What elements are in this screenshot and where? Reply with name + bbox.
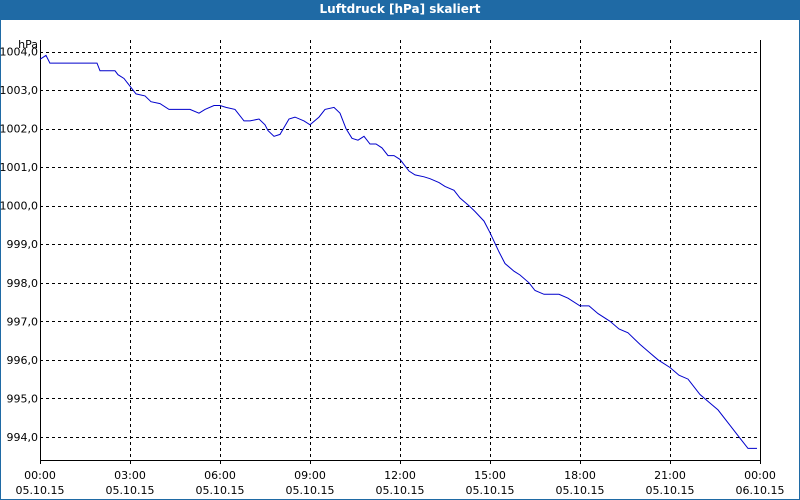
chart-title: Luftdruck [hPa] skaliert bbox=[319, 2, 481, 16]
x-tick-time: 03:00 bbox=[114, 469, 146, 482]
grid-lines bbox=[40, 40, 760, 460]
y-tick-label: 1000,0 bbox=[0, 200, 38, 213]
x-tick-date: 05.10.15 bbox=[646, 484, 695, 497]
x-tick-time: 00:00 bbox=[24, 469, 56, 482]
y-axis-unit-label: hPa bbox=[18, 38, 38, 51]
x-tick-date: 05.10.15 bbox=[196, 484, 245, 497]
y-tick-label: 1004,0 bbox=[0, 46, 38, 59]
y-tick-label: 1003,0 bbox=[0, 84, 38, 97]
x-tick-date: 06.10.15 bbox=[736, 484, 785, 497]
x-tick-date: 05.10.15 bbox=[466, 484, 515, 497]
y-tick-label: 1002,0 bbox=[0, 123, 38, 136]
y-tick-labels: 994,0 995,0 996,0 997,0 998,0 999,0 1000,0 1001… bbox=[0, 46, 38, 444]
x-tick-time: 00:00 bbox=[744, 469, 776, 482]
x-tick-time: 06:00 bbox=[204, 469, 236, 482]
x-tick-time: 15:00 bbox=[474, 469, 506, 482]
y-tick-label: 997,0 bbox=[7, 315, 39, 328]
x-tick-time: 18:00 bbox=[564, 469, 596, 482]
y-tick-label: 998,0 bbox=[7, 277, 39, 290]
x-tick-date: 05.10.15 bbox=[556, 484, 605, 497]
y-tick-label: 994,0 bbox=[7, 431, 39, 444]
y-tick-label: 995,0 bbox=[7, 392, 39, 405]
x-tick-date: 05.10.15 bbox=[106, 484, 155, 497]
y-tick-label: 996,0 bbox=[7, 354, 39, 367]
y-tick-label: 999,0 bbox=[7, 238, 39, 251]
x-tick-labels: 00:00 05.10.15 03:00 05.10.15 06:00 05.10.15 0… bbox=[16, 469, 785, 497]
y-tick-label: 1001,0 bbox=[0, 161, 38, 174]
x-tick-date: 05.10.15 bbox=[286, 484, 335, 497]
x-tick-time: 21:00 bbox=[654, 469, 686, 482]
x-tick-date: 05.10.15 bbox=[16, 484, 65, 497]
x-tick-time: 09:00 bbox=[294, 469, 326, 482]
x-tick-date: 05.10.15 bbox=[376, 484, 425, 497]
pressure-line bbox=[39, 54, 757, 449]
title-bar: Luftdruck [hPa] skaliert bbox=[0, 0, 800, 20]
x-tick-time: 12:00 bbox=[384, 469, 416, 482]
axes bbox=[40, 40, 761, 464]
